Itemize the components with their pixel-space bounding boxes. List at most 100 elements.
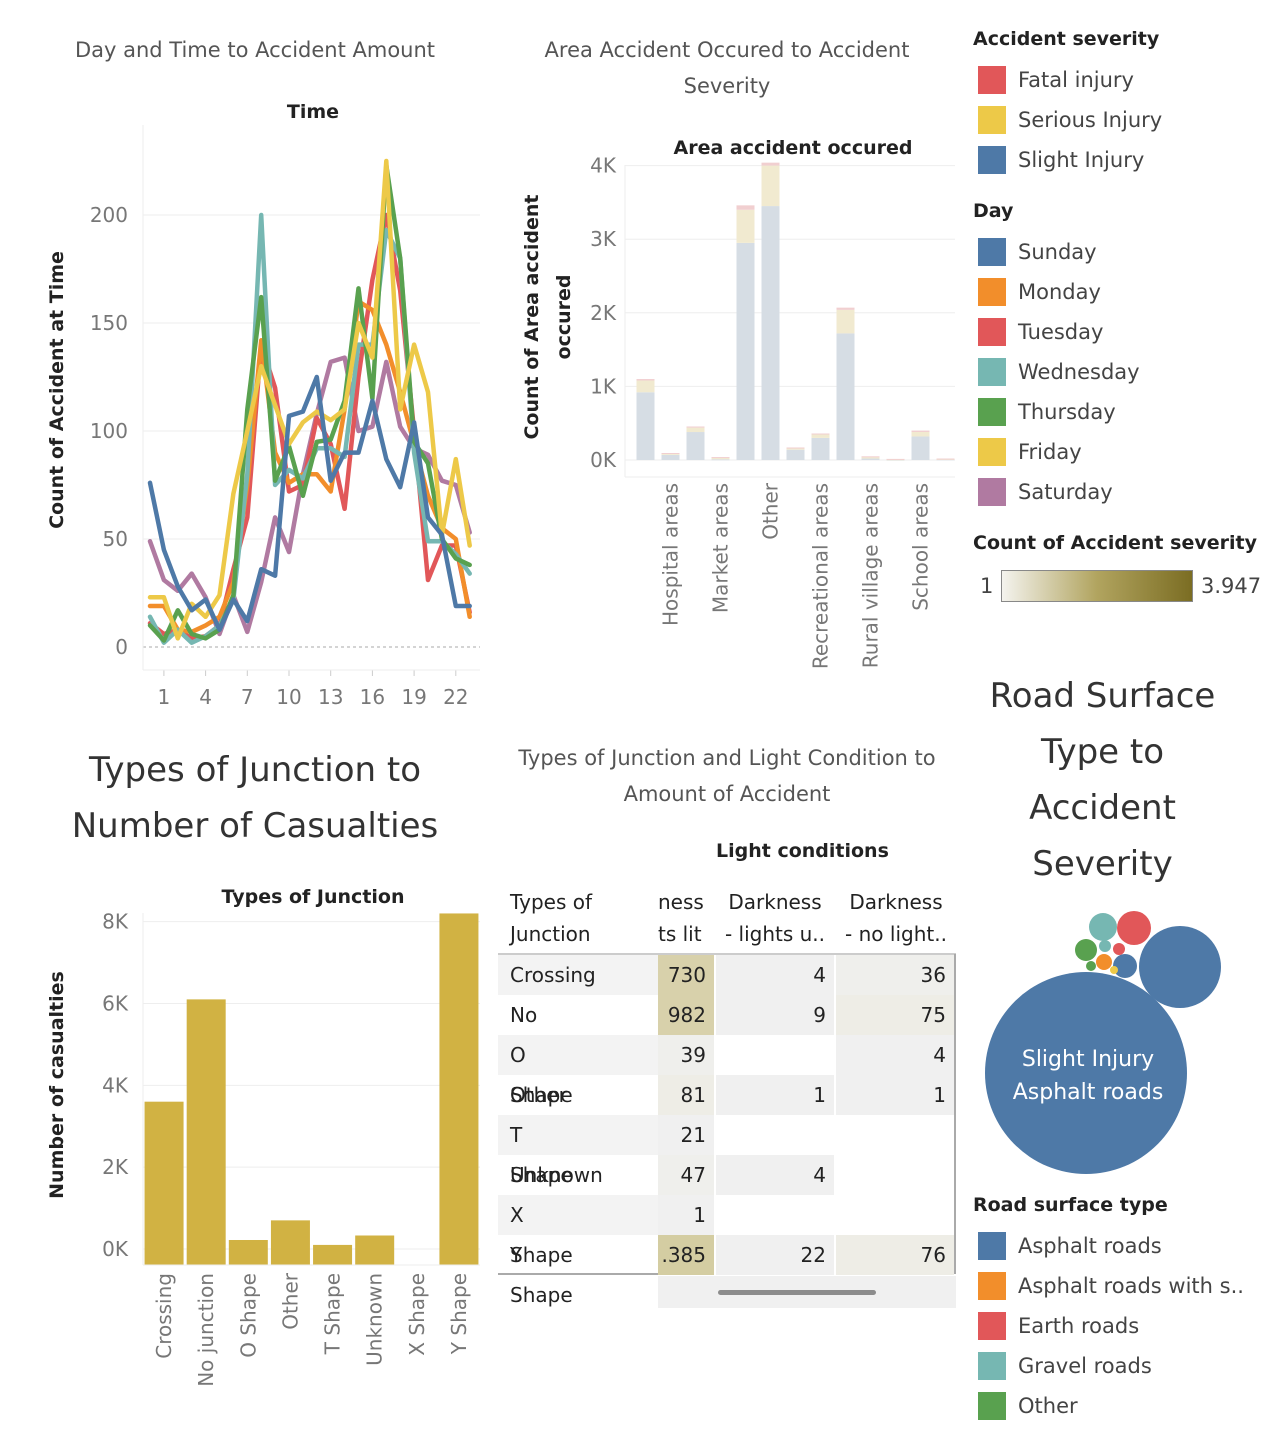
table-cell[interactable] bbox=[836, 1155, 954, 1195]
table-cell[interactable]: 36 bbox=[836, 955, 954, 995]
x-tick-label: 22 bbox=[443, 685, 468, 709]
x-axis-title: Area accident occured bbox=[674, 137, 913, 159]
table-cell[interactable]: 21 bbox=[658, 1115, 714, 1155]
y-tick-label: 0K bbox=[590, 448, 617, 472]
table-row: X Shape 1 bbox=[0, 1195, 714, 1267]
legend-item-serious[interactable]: Serious Injury bbox=[978, 105, 1162, 135]
bar-serious-injury bbox=[636, 380, 655, 393]
bar-serious-injury bbox=[786, 447, 805, 450]
table-cell[interactable] bbox=[836, 1195, 954, 1235]
x-tick-label: Crossing bbox=[152, 1273, 176, 1359]
legend-item-road-0[interactable]: Asphalt roads bbox=[978, 1231, 1162, 1261]
severity-legend-title: Accident severity bbox=[973, 28, 1160, 50]
legend-item-road-4[interactable]: Other bbox=[978, 1391, 1078, 1421]
row-label: Y Shape bbox=[510, 1243, 573, 1307]
bar-serious-injury bbox=[686, 427, 705, 433]
table-header-divider bbox=[498, 953, 956, 955]
legend-label: Saturday bbox=[1018, 480, 1113, 504]
legend-item-road-3[interactable]: Gravel roads bbox=[978, 1351, 1152, 1381]
bar-fatal-injury bbox=[861, 456, 880, 458]
bubble-earth-small[interactable] bbox=[1113, 943, 1125, 955]
row-label: O Shape bbox=[510, 1043, 573, 1107]
scrollbar-thumb[interactable] bbox=[718, 1290, 876, 1295]
legend-label: Slight Injury bbox=[1018, 148, 1145, 172]
bubble-earth[interactable] bbox=[1117, 911, 1151, 945]
junction-bar-chart: Types of Junction Number of casualties 0K 2… bbox=[46, 886, 480, 1387]
bar-fatal-injury bbox=[736, 205, 755, 210]
bar-fatal-injury bbox=[636, 379, 655, 381]
table-cell[interactable]: 730 bbox=[658, 955, 714, 995]
legend-item-fatal[interactable]: Fatal injury bbox=[978, 65, 1134, 95]
swatch-slight bbox=[978, 146, 1006, 174]
day-legend-title: Day bbox=[973, 200, 1014, 222]
legend-item-saturday[interactable]: Saturday bbox=[978, 477, 1113, 507]
legend-item-friday[interactable]: Friday bbox=[978, 437, 1082, 467]
bubble-tiny[interactable] bbox=[1110, 966, 1118, 974]
legend-item-slight[interactable]: Slight Injury bbox=[978, 145, 1144, 175]
bubble-gravel-small[interactable] bbox=[1099, 940, 1111, 952]
bubble-slight-asphalt[interactable] bbox=[985, 972, 1187, 1174]
line-series-friday bbox=[147, 158, 472, 641]
table-cell[interactable]: 1 bbox=[836, 1075, 954, 1115]
table-cell[interactable]: 1 bbox=[658, 1195, 714, 1235]
bar-serious-injury bbox=[711, 457, 730, 460]
legend-label: Wednesday bbox=[1018, 360, 1140, 384]
bar-slight-injury bbox=[811, 437, 830, 460]
y-axis-title-line2: occured bbox=[553, 275, 575, 360]
table-cell[interactable]: 76 bbox=[836, 1235, 954, 1275]
table-cell[interactable]: 39 bbox=[658, 1035, 714, 1075]
table-cell[interactable]: 982 bbox=[658, 995, 714, 1035]
table-cell[interactable]: 81 bbox=[658, 1075, 714, 1115]
col-header-2: Darkness - lights u.. bbox=[724, 890, 826, 946]
col-header-3: Darkness - no light.. bbox=[845, 890, 947, 946]
legend-item-road-1[interactable]: Asphalt roads with s.. bbox=[978, 1271, 1244, 1301]
table-cell[interactable]: 4 bbox=[836, 1035, 954, 1075]
line-series-tuesday bbox=[147, 212, 472, 641]
legend-label: Asphalt roads with s.. bbox=[1018, 1274, 1244, 1298]
legend-item-road-2[interactable]: Earth roads bbox=[978, 1311, 1139, 1341]
row-band bbox=[498, 1115, 658, 1155]
legend-item-wednesday[interactable]: Wednesday bbox=[978, 357, 1140, 387]
line-series-sunday bbox=[147, 374, 472, 632]
swatch-road bbox=[978, 1232, 1006, 1260]
table-row: No junction982975 bbox=[0, 995, 954, 1067]
row-band bbox=[498, 1035, 658, 1075]
table-cell[interactable]: 47 bbox=[658, 1155, 714, 1195]
bubble-other-small[interactable] bbox=[1086, 961, 1096, 971]
table-cell[interactable]: 4 bbox=[716, 1155, 834, 1195]
legend-item-thursday[interactable]: Thursday bbox=[978, 397, 1116, 427]
legend-item-sunday[interactable]: Sunday bbox=[978, 237, 1097, 267]
table-cell[interactable]: 75 bbox=[836, 995, 954, 1035]
legend-item-tuesday[interactable]: Tuesday bbox=[978, 317, 1103, 347]
swatch-saturday bbox=[978, 478, 1006, 506]
x-tick-label: 4 bbox=[199, 685, 212, 709]
table-cell[interactable] bbox=[836, 1115, 954, 1155]
y-axis-title: Number of casualties bbox=[46, 971, 68, 1199]
x-tick-label: 10 bbox=[276, 685, 301, 709]
table-cell[interactable]: .385 bbox=[658, 1235, 714, 1275]
bar bbox=[313, 1244, 353, 1265]
y-tick-label: 6K bbox=[102, 991, 129, 1015]
bar-slight-injury bbox=[836, 333, 855, 460]
bubble-slight-asphalt-sc[interactable] bbox=[1139, 926, 1221, 1008]
bubble-other[interactable] bbox=[1075, 939, 1097, 961]
table-cell[interactable]: 4 bbox=[716, 955, 834, 995]
table-cell[interactable]: 22 bbox=[716, 1235, 834, 1275]
bubble-label-2: Asphalt roads bbox=[1013, 1080, 1164, 1105]
bar-slight-injury bbox=[686, 432, 705, 460]
horizontal-scrollbar[interactable] bbox=[658, 1276, 956, 1308]
table-cell[interactable] bbox=[716, 1035, 834, 1075]
bubble-monday-small[interactable] bbox=[1096, 954, 1112, 970]
bar-fatal-injury bbox=[711, 457, 730, 459]
bar-fatal-injury bbox=[811, 433, 830, 435]
x-tick-label: No junction bbox=[194, 1273, 218, 1387]
table-cell[interactable]: 9 bbox=[716, 995, 834, 1035]
legend-item-monday[interactable]: Monday bbox=[978, 277, 1101, 307]
table-cell[interactable] bbox=[716, 1115, 834, 1155]
table-cell[interactable]: 1 bbox=[716, 1075, 834, 1115]
swatch-wednesday bbox=[978, 358, 1006, 386]
table-cell[interactable] bbox=[716, 1195, 834, 1235]
y-tick-label: 8K bbox=[102, 910, 129, 934]
bubble-gravel[interactable] bbox=[1089, 913, 1117, 941]
bubble-slight-small[interactable] bbox=[1113, 954, 1137, 978]
